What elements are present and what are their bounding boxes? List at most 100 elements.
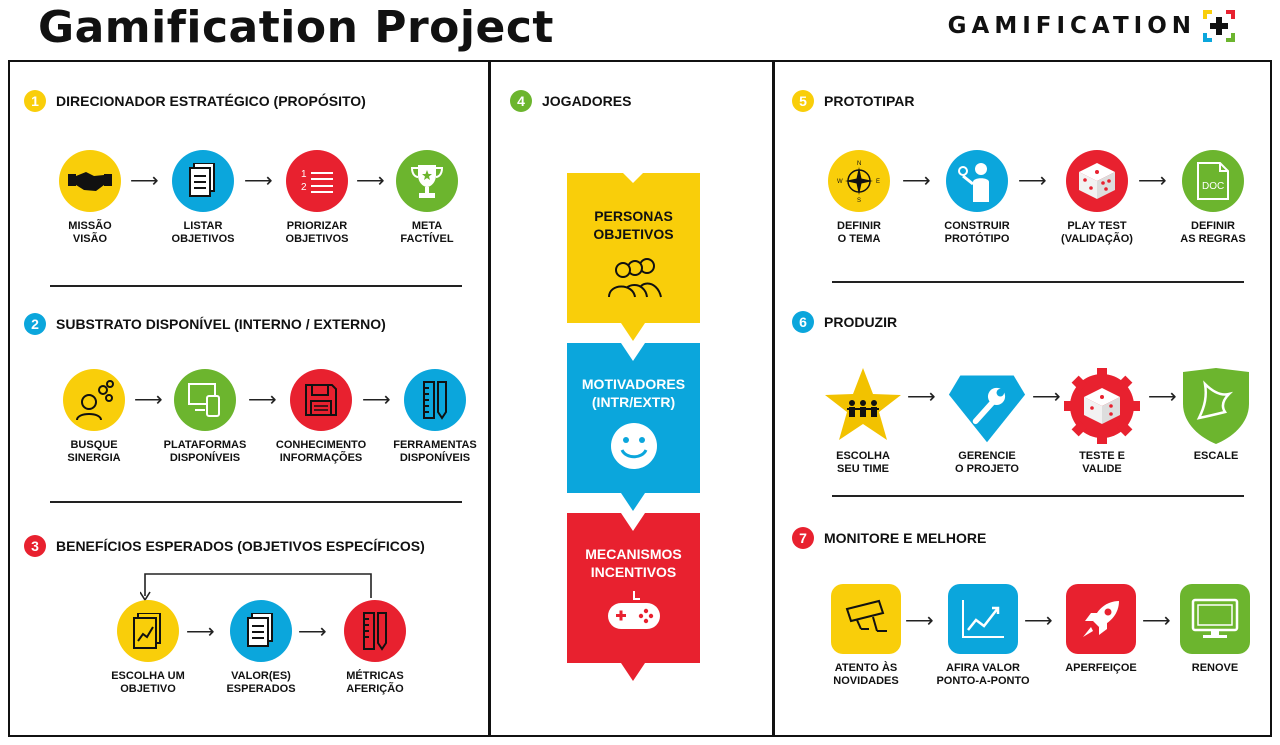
step-label: ESCALE	[1193, 450, 1239, 462]
step-label: PRIORIZAR	[286, 220, 348, 232]
step-construir-prototipo: CONSTRUIR PROTÓTIPO	[922, 150, 1032, 246]
step-label: (VALIDAÇÃO)	[1061, 233, 1133, 245]
section-number: 6	[792, 311, 814, 333]
step-label: TESTE E	[1079, 450, 1125, 462]
step-conhecimento: CONHECIMENTO INFORMAÇÕES	[266, 369, 376, 465]
step-renove: RENOVE	[1160, 584, 1270, 675]
step-play-test: PLAY TEST (VALIDAÇÃO)	[1042, 150, 1152, 246]
section-number: 7	[792, 527, 814, 549]
person-gears-icon	[63, 369, 125, 431]
arrow-icon: ⟶	[134, 389, 163, 411]
svg-text:2: 2	[301, 182, 307, 193]
gamepad-icon	[607, 591, 660, 629]
section-number: 5	[792, 90, 814, 112]
step-label: VISÃO	[72, 233, 108, 245]
compass-icon: N S W E	[828, 150, 890, 212]
step-label: FACTÍVEL	[400, 233, 454, 245]
rocket-icon	[1066, 584, 1136, 654]
arrow-icon: ⟶	[1138, 170, 1167, 192]
banner-label: (INTR/EXTR)	[591, 394, 676, 410]
step-label: BUSQUE	[70, 439, 118, 451]
arrow-icon: ⟶	[298, 621, 327, 643]
step-label: VALOR(ES)	[231, 670, 291, 682]
section-7-header: 7 MONITORE E MELHORE	[792, 527, 986, 549]
step-label: SINERGIA	[67, 452, 121, 464]
step-valores-esperados: VALOR(ES) ESPERADOS	[206, 600, 316, 696]
svg-text:E: E	[876, 179, 880, 185]
section-3-header: 3 BENEFÍCIOS ESPERADOS (OBJETIVOS ESPECÍ…	[24, 535, 425, 557]
step-label: META	[411, 220, 443, 232]
step-definir-regras: DOC DEFINIR AS REGRAS	[1158, 150, 1268, 246]
section-2-header: 2 SUBSTRATO DISPONÍVEL (INTERNO / EXTERN…	[24, 313, 386, 335]
step-label: SEU TIME	[837, 463, 889, 475]
arrow-icon: ⟶	[907, 386, 936, 408]
step-label: ESCOLHA UM	[111, 670, 185, 682]
section-4-header: 4 JOGADORES	[510, 90, 631, 112]
column-divider	[488, 60, 491, 737]
divider	[832, 495, 1244, 497]
arrow-icon: ⟶	[362, 389, 391, 411]
monitor-icon	[1180, 584, 1250, 654]
svg-text:S: S	[857, 198, 861, 203]
step-atento-novidades: ATENTO ÀS NOVIDADES	[811, 584, 921, 688]
step-label: PROTÓTIPO	[944, 233, 1010, 245]
step-meta-factivel: META FACTÍVEL	[372, 150, 482, 246]
document-icon	[230, 600, 292, 662]
feedback-loop-arrow	[140, 573, 372, 602]
smiley-icon	[610, 423, 657, 469]
line-chart-icon	[948, 584, 1018, 654]
arrow-icon: ⟶	[1148, 386, 1177, 408]
page-title: Gamification Project	[38, 2, 554, 53]
arrow-icon: ⟶	[248, 389, 277, 411]
step-label: RENOVE	[1191, 662, 1239, 674]
step-gerencie-projeto: GERENCIE O PROJETO	[932, 366, 1042, 476]
trophy-icon	[396, 150, 458, 212]
svg-text:W: W	[837, 179, 843, 185]
chart-document-icon	[117, 600, 179, 662]
step-plataformas: PLATAFORMAS DISPONÍVEIS	[150, 369, 260, 465]
section-title: BENEFÍCIOS ESPERADOS (OBJETIVOS ESPECÍFI…	[56, 538, 425, 554]
ruler-pencil-icon	[404, 369, 466, 431]
step-listar-objetivos: LISTAR OBJETIVOS	[148, 150, 258, 246]
step-label: DEFINIR	[837, 220, 881, 232]
section-title: PRODUZIR	[824, 314, 898, 330]
section-title: DIRECIONADOR ESTRATÉGICO (PROPÓSITO)	[56, 93, 366, 109]
section-number: 4	[510, 90, 532, 112]
step-label: NOVIDADES	[833, 675, 899, 687]
step-teste-valide: TESTE E VALIDE	[1047, 366, 1157, 476]
section-title: PROTOTIPAR	[824, 93, 915, 109]
step-escolha-objetivo: ESCOLHA UM OBJETIVO	[93, 600, 203, 696]
step-label: FERRAMENTAS	[393, 439, 477, 451]
section-1-header: 1 DIRECIONADOR ESTRATÉGICO (PROPÓSITO)	[24, 90, 366, 112]
section-title: MONITORE E MELHORE	[824, 530, 987, 546]
step-label: O PROJETO	[955, 463, 1019, 475]
step-label: O TEMA	[837, 233, 881, 245]
step-label: CONHECIMENTO	[275, 439, 367, 451]
step-label: OBJETIVOS	[171, 233, 235, 245]
section-title: SUBSTRATO DISPONÍVEL (INTERNO / EXTERNO)	[56, 316, 386, 332]
step-label: AFIRA VALOR	[946, 662, 1020, 674]
step-label: OBJETIVOS	[285, 233, 349, 245]
step-label: ESPERADOS	[226, 683, 296, 695]
divider	[50, 285, 462, 287]
svg-text:1: 1	[301, 169, 307, 180]
arrow-icon: ⟶	[902, 170, 931, 192]
banner-label: MOTIVADORES	[581, 376, 686, 392]
section-title: JOGADORES	[542, 93, 632, 109]
document-icon	[172, 150, 234, 212]
step-label: VALIDE	[1082, 463, 1122, 475]
people-icon	[607, 258, 662, 298]
step-missao-visao: MISSÃO VISÃO	[35, 150, 145, 246]
arrow-icon: ⟶	[1142, 610, 1171, 632]
arrow-icon: ⟶	[1032, 386, 1061, 408]
step-label: CONSTRUIR	[944, 220, 1010, 232]
divider	[50, 501, 462, 503]
arrow-icon: ⟶	[905, 610, 934, 632]
bird-shield-icon	[1176, 366, 1256, 446]
wrench-diamond-icon	[947, 366, 1027, 446]
step-label: OBJETIVO	[120, 683, 176, 695]
step-busque-sinergia: BUSQUE SINERGIA	[39, 369, 149, 465]
banner-label: PERSONAS	[594, 208, 673, 224]
